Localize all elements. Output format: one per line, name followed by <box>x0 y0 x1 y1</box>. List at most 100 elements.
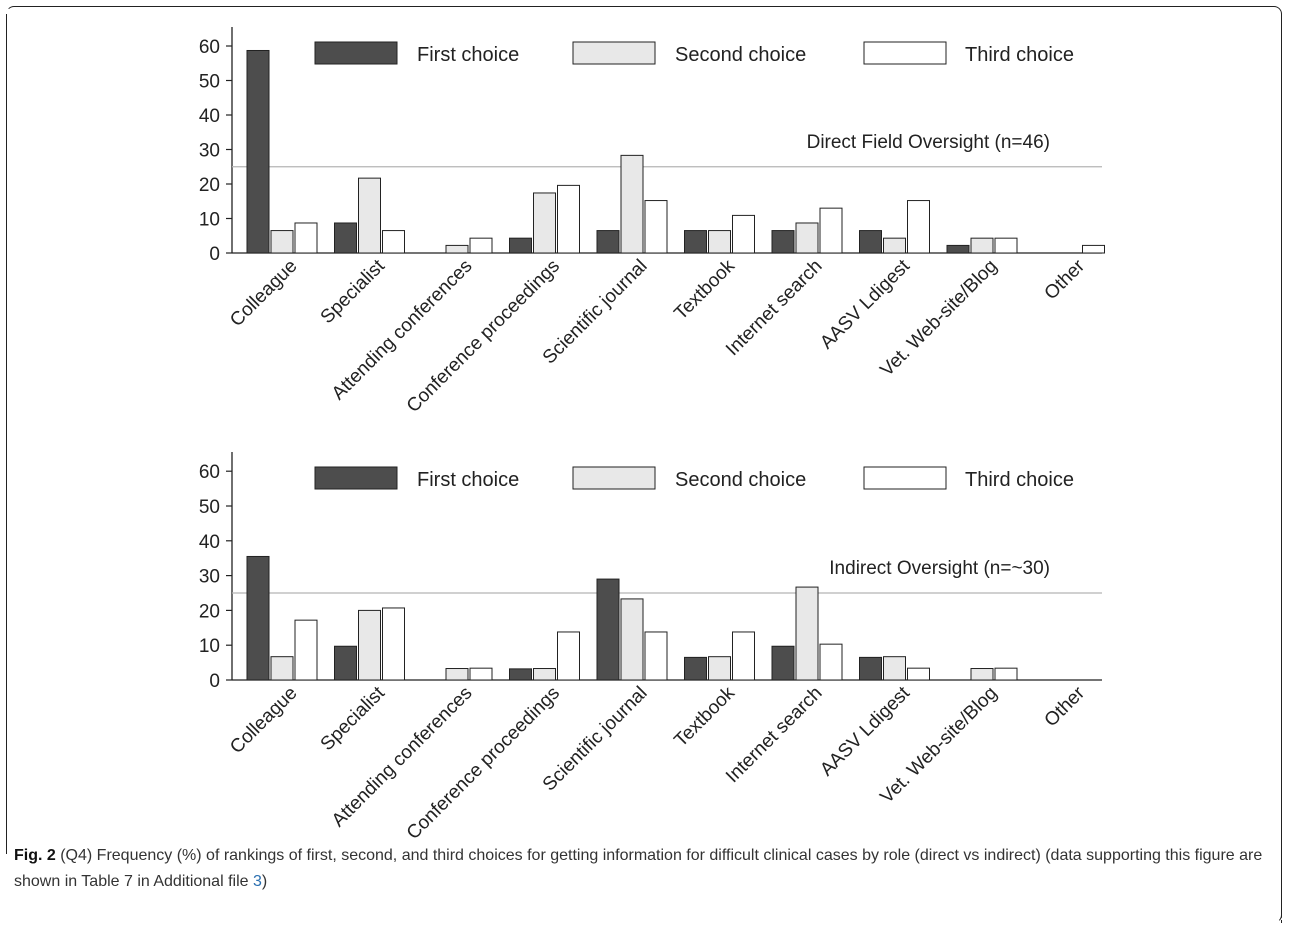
panel1-bar <box>445 244 469 254</box>
panel2-bar <box>246 555 270 681</box>
panel1-bar <box>883 237 906 254</box>
panel1-bar <box>358 177 381 254</box>
panel1-bar <box>859 230 882 254</box>
panel2-category-label: Specialist <box>317 682 390 755</box>
panel1-bar <box>708 230 731 254</box>
panel2-category-label: Other <box>1041 682 1090 731</box>
panel1-category-label: Colleague <box>226 256 301 331</box>
panel2-bar <box>294 619 318 681</box>
panel1-bar <box>732 214 755 254</box>
panel1-bar <box>382 230 405 254</box>
panel2-bar <box>358 609 381 681</box>
panel1-category-label: Specialist <box>317 255 390 328</box>
panel1-y-tick-label: 30 <box>199 141 220 162</box>
panel2-bar <box>644 631 668 681</box>
panel2-category-label: Attending conferences <box>328 683 477 832</box>
panel2-bar <box>469 667 493 681</box>
panel1-bar <box>907 200 930 254</box>
panel2-legend-swatch <box>314 466 398 490</box>
panel1-bar <box>795 222 819 254</box>
panel1-bar <box>509 237 532 254</box>
panel1-bar <box>946 244 970 254</box>
panel2-bar <box>771 645 795 681</box>
panel2-bar <box>994 667 1018 681</box>
panel2-category-label: Conference proceedings <box>403 683 564 840</box>
panel1-bar <box>620 154 644 254</box>
panel2-legend-label: Second choice <box>675 469 806 491</box>
panel2-category-label: Textbook <box>670 682 739 751</box>
panel2-y-tick-label: 20 <box>199 601 220 622</box>
panel1-bar <box>270 230 294 254</box>
panel2-category-label: AASV Ldigest <box>816 682 914 780</box>
panel2-legend-swatch <box>863 466 947 490</box>
panel1-bar <box>970 237 994 254</box>
panel1-bar <box>246 49 270 254</box>
panel2-y-tick-label: 30 <box>199 567 220 588</box>
panel1-y-tick-label: 0 <box>209 244 220 265</box>
panel1-y-tick-label: 20 <box>199 175 220 196</box>
additional-file-link[interactable]: 3 <box>252 873 262 890</box>
panel2-bar <box>859 656 882 681</box>
panel1-bar <box>469 237 493 254</box>
panel1-bar <box>294 222 318 254</box>
figure-caption: Fig. 2 (Q4) Frequency (%) of rankings of… <box>14 843 1264 895</box>
panel1-legend-swatch <box>314 41 398 65</box>
panel2-bar <box>732 631 755 681</box>
panel1-category-label: Attending conferences <box>328 256 477 405</box>
panel1-category-label: AASV Ldigest <box>816 255 914 353</box>
panel1-bar <box>596 230 620 254</box>
panel1-legend-swatch <box>572 41 656 65</box>
panel1-category-label: Other <box>1041 255 1090 304</box>
panel2-bar <box>819 643 843 681</box>
panel2-bar <box>684 656 707 681</box>
panel2-bar <box>445 668 469 681</box>
panel1-category-label: Textbook <box>670 255 739 324</box>
panel1-bar <box>557 184 580 254</box>
panel2-legend-label: First choice <box>417 469 519 491</box>
panel2-bar <box>708 656 731 681</box>
panel2-bar <box>883 656 906 681</box>
panel2-bar <box>382 607 405 681</box>
panel2-bar <box>970 668 994 681</box>
panel2-bar <box>596 578 620 681</box>
panel1-bar <box>771 230 795 254</box>
figure-frame <box>6 6 1282 923</box>
panel2-y-tick-label: 60 <box>199 462 220 483</box>
panel2-bar <box>620 598 644 681</box>
caption-label: Fig. 2 <box>14 847 56 864</box>
panel1-bar <box>994 237 1018 254</box>
panel1-y-tick-label: 10 <box>199 210 220 231</box>
panel2-bar <box>795 586 819 681</box>
panel1-bar <box>684 230 707 254</box>
panel2-y-tick-label: 0 <box>209 671 220 692</box>
panel2-bar <box>334 645 357 681</box>
panel2-bar <box>270 656 294 681</box>
frame-left-edge <box>6 14 7 854</box>
panel1-legend-label: Second choice <box>675 44 806 66</box>
panel2-bar <box>557 631 580 681</box>
caption-text-end: ) <box>261 873 268 890</box>
panel2-bar <box>907 667 930 681</box>
panel1-bar <box>644 200 668 254</box>
panel2-title: Indirect Oversight (n=~30) <box>829 558 1050 579</box>
panel2-legend-swatch <box>572 466 656 490</box>
panel1-title: Direct Field Oversight (n=46) <box>807 132 1050 153</box>
panel2-legend-label: Third choice <box>965 469 1074 491</box>
panel1-y-tick-label: 50 <box>199 72 220 93</box>
panel2-category-label: Colleague <box>226 683 301 758</box>
panel1-bar <box>533 192 556 254</box>
panel1-bar <box>334 222 357 254</box>
panel2-y-tick-label: 50 <box>199 497 220 518</box>
panel2-bar <box>509 668 532 681</box>
panel2-bar <box>533 668 556 681</box>
panel2-y-tick-label: 40 <box>199 532 220 553</box>
panel1-legend-label: First choice <box>417 44 519 66</box>
frame-bottom-edge <box>1280 899 1282 923</box>
panel2-y-tick-label: 10 <box>199 636 220 657</box>
panel1-legend-label: Third choice <box>965 44 1074 66</box>
panel1-bar <box>819 207 843 254</box>
panel1-y-tick-label: 40 <box>199 106 220 127</box>
panel1-y-tick-label: 60 <box>199 37 220 58</box>
panel1-category-label: Conference proceedings <box>403 256 564 417</box>
